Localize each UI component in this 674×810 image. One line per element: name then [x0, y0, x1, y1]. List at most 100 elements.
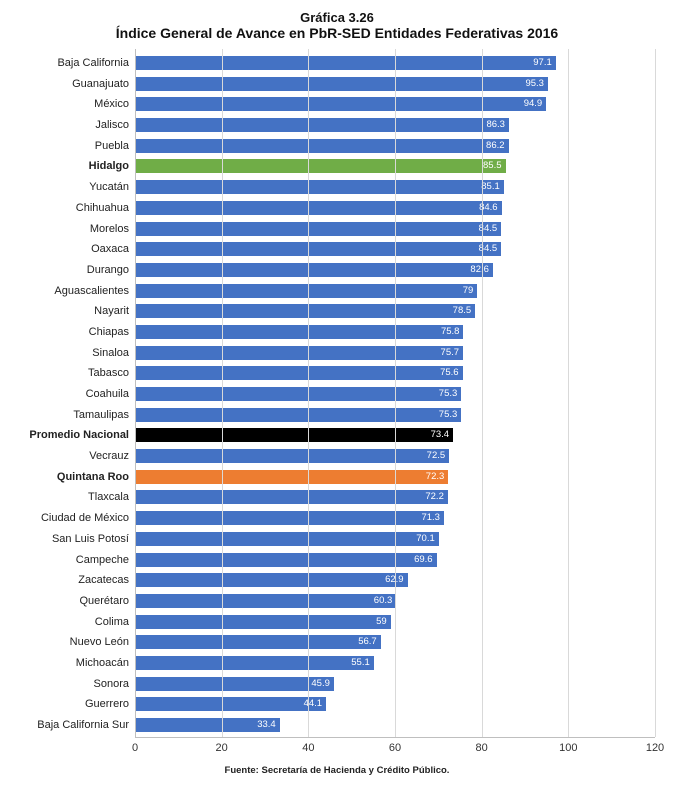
value-label: 85.1 — [481, 180, 500, 194]
x-axis-tick: 40 — [302, 742, 314, 754]
bar: 79 — [135, 284, 477, 298]
category-label: México — [10, 94, 135, 115]
category-label: Vecrauz — [10, 446, 135, 467]
bar: 75.8 — [135, 325, 463, 339]
source-caption: Fuente: Secretaría de Hacienda y Crédito… — [10, 765, 664, 776]
category-label: Tlaxcala — [10, 487, 135, 508]
bar: 56.7 — [135, 635, 381, 649]
x-axis: 020406080100120 — [135, 737, 655, 759]
category-label: Colima — [10, 612, 135, 633]
category-label: Puebla — [10, 136, 135, 157]
plot-area: Baja California97.1Guanajuato95.3México9… — [135, 49, 655, 759]
category-label: Baja California Sur — [10, 715, 135, 736]
grid-line — [482, 49, 483, 737]
bar: 70.1 — [135, 532, 439, 546]
value-label: 45.9 — [311, 677, 330, 691]
value-label: 72.3 — [426, 470, 445, 484]
value-label: 60.3 — [374, 594, 393, 608]
x-axis-tick: 100 — [559, 742, 577, 754]
bar: 75.6 — [135, 366, 463, 380]
category-label: Durango — [10, 260, 135, 281]
title-block: Gráfica 3.26 Índice General de Avance en… — [10, 10, 664, 41]
value-label: 71.3 — [421, 511, 440, 525]
value-label: 70.1 — [416, 532, 435, 546]
chart-title: Índice General de Avance en PbR-SED Enti… — [10, 25, 664, 41]
bar: 84.5 — [135, 222, 501, 236]
value-label: 75.7 — [441, 346, 460, 360]
category-label: Sinaloa — [10, 343, 135, 364]
category-label: Michoacán — [10, 653, 135, 674]
value-label: 75.6 — [440, 366, 459, 380]
category-label: Nayarit — [10, 301, 135, 322]
value-label: 72.2 — [425, 490, 444, 504]
x-axis-tick: 60 — [389, 742, 401, 754]
bar: 75.7 — [135, 346, 463, 360]
bar: 33.4 — [135, 718, 280, 732]
bar: 44.1 — [135, 697, 326, 711]
bar: 59 — [135, 615, 391, 629]
bar: 62.9 — [135, 573, 408, 587]
value-label: 79 — [463, 284, 474, 298]
category-label: Tabasco — [10, 363, 135, 384]
figure-number: Gráfica 3.26 — [10, 10, 664, 25]
bar: 86.2 — [135, 139, 509, 153]
value-label: 72.5 — [427, 449, 446, 463]
category-label: Chihuahua — [10, 198, 135, 219]
category-label: Zacatecas — [10, 570, 135, 591]
bar: 55.1 — [135, 656, 374, 670]
value-label: 44.1 — [304, 697, 323, 711]
bar: 72.5 — [135, 449, 449, 463]
category-label: Oaxaca — [10, 239, 135, 260]
value-label: 85.5 — [483, 159, 502, 173]
bar: 82.6 — [135, 263, 493, 277]
grid-line — [395, 49, 396, 737]
category-label: Tamaulipas — [10, 405, 135, 426]
x-axis-tick: 20 — [216, 742, 228, 754]
value-label: 86.3 — [486, 118, 505, 132]
value-label: 75.8 — [441, 325, 460, 339]
category-label: Campeche — [10, 550, 135, 571]
bar: 75.3 — [135, 408, 461, 422]
category-label: Guerrero — [10, 694, 135, 715]
bar: 73.4 — [135, 428, 453, 442]
bar: 72.3 — [135, 470, 448, 484]
category-label: Quintana Roo — [10, 467, 135, 488]
category-label: Hidalgo — [10, 156, 135, 177]
bar: 69.6 — [135, 553, 437, 567]
category-label: Jalisco — [10, 115, 135, 136]
value-label: 56.7 — [358, 635, 377, 649]
value-label: 78.5 — [453, 304, 472, 318]
category-label: Morelos — [10, 219, 135, 240]
bar: 60.3 — [135, 594, 396, 608]
category-label: Sonora — [10, 674, 135, 695]
category-label: San Luis Potosí — [10, 529, 135, 550]
grid-line — [308, 49, 309, 737]
value-label: 82.6 — [470, 263, 489, 277]
value-label: 59 — [376, 615, 387, 629]
value-label: 69.6 — [414, 553, 433, 567]
category-label: Ciudad de México — [10, 508, 135, 529]
bar: 78.5 — [135, 304, 475, 318]
x-axis-tick: 0 — [132, 742, 138, 754]
value-label: 73.4 — [431, 428, 450, 442]
bar: 97.1 — [135, 56, 556, 70]
grid-line — [222, 49, 223, 737]
bar: 45.9 — [135, 677, 334, 691]
bar: 71.3 — [135, 511, 444, 525]
value-label: 75.3 — [439, 387, 458, 401]
category-label: Coahuila — [10, 384, 135, 405]
bar: 85.1 — [135, 180, 504, 194]
bar: 84.6 — [135, 201, 502, 215]
grid-line — [135, 49, 136, 737]
value-label: 95.3 — [525, 77, 544, 91]
category-label: Guanajuato — [10, 74, 135, 95]
category-label: Yucatán — [10, 177, 135, 198]
category-label: Querétaro — [10, 591, 135, 612]
value-label: 86.2 — [486, 139, 505, 153]
bar: 94.9 — [135, 97, 546, 111]
category-label: Nuevo León — [10, 632, 135, 653]
category-label: Promedio Nacional — [10, 425, 135, 446]
grid-line — [655, 49, 656, 737]
category-label: Chiapas — [10, 322, 135, 343]
x-axis-tick: 80 — [476, 742, 488, 754]
